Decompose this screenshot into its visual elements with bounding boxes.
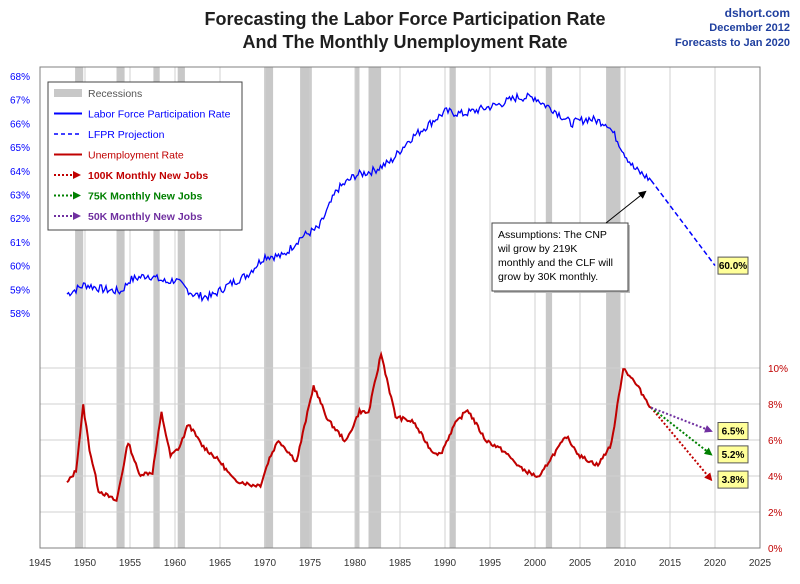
- x-tick-label: 1955: [119, 558, 142, 569]
- x-tick-label: 1960: [164, 558, 187, 569]
- lfpr-tick-label: 63%: [10, 191, 30, 202]
- legend-label-recessions: Recessions: [88, 88, 142, 100]
- legend-label-lfpr_projection: LFPR Projection: [88, 129, 165, 141]
- jobs-50k-end-label: 6.5%: [722, 427, 745, 438]
- x-tick-label: 1965: [209, 558, 232, 569]
- recession-band: [449, 67, 456, 548]
- x-tick-label: 1950: [74, 558, 97, 569]
- x-tick-label: 1975: [299, 558, 322, 569]
- unemployment-tick-label: 6%: [768, 436, 783, 447]
- lfpr-projection-line: [650, 179, 716, 267]
- recession-band: [300, 67, 312, 548]
- x-tick-label: 2000: [524, 558, 547, 569]
- recession-band: [355, 67, 360, 548]
- unemployment-tick-label: 4%: [768, 472, 783, 483]
- forecast-note: Forecasts to Jan 2020: [675, 37, 790, 49]
- x-tick-label: 1985: [389, 558, 412, 569]
- x-tick-label: 2020: [704, 558, 727, 569]
- x-tick-label: 1980: [344, 558, 367, 569]
- chart-title: Forecasting the Labor Force Participatio…: [150, 8, 660, 54]
- legend-label-jobs50k: 50K Monthly New Jobs: [88, 211, 203, 223]
- recession-band: [116, 67, 125, 548]
- assumption-arrow: [605, 190, 647, 224]
- recession-band: [545, 67, 553, 548]
- assumption-text-line: Assumptions: The CNP: [498, 229, 607, 241]
- lfpr-line: [66, 91, 652, 303]
- legend-label-jobs100k: 100K Monthly New Jobs: [88, 170, 208, 182]
- lfpr-tick-label: 60%: [10, 262, 30, 273]
- jobs-50k-projection: [650, 406, 713, 433]
- lfpr-end-label: 60.0%: [719, 261, 747, 272]
- unemployment-line: [66, 350, 652, 502]
- legend-label-unemployment: Unemployment Rate: [88, 150, 184, 162]
- lfpr-tick-label: 61%: [10, 238, 30, 249]
- x-tick-label: 2010: [614, 558, 637, 569]
- assumption-text-line: grow by 30K monthly.: [498, 271, 598, 283]
- title-line-1: Forecasting the Labor Force Participatio…: [204, 9, 606, 29]
- lfpr-tick-label: 68%: [10, 72, 30, 83]
- legend-label-jobs75k: 75K Monthly New Jobs: [88, 191, 203, 203]
- lfpr-end-label-box: [717, 256, 749, 275]
- legend-box: [47, 81, 243, 231]
- source-site: dshort.com: [724, 6, 790, 20]
- jobs-50k-end-label-box: [717, 422, 749, 440]
- x-tick-label: 1970: [254, 558, 277, 569]
- jobs-75k-end-label: 5.2%: [722, 450, 745, 461]
- legend-swatch-recessions: [54, 89, 82, 97]
- lfpr-tick-label: 66%: [10, 119, 30, 130]
- x-tick-label: 1990: [434, 558, 457, 569]
- jobs-100k-end-label-box: [717, 470, 749, 489]
- x-tick-label: 1945: [29, 558, 52, 569]
- recession-band: [264, 67, 274, 548]
- jobs-75k-end-label-box: [717, 445, 749, 464]
- x-tick-label: 2015: [659, 558, 682, 569]
- unemployment-tick-label: 10%: [768, 364, 788, 375]
- unemployment-tick-label: 2%: [768, 508, 783, 519]
- source-block: dshort.com December 2012 Forecasts to Ja…: [675, 6, 790, 51]
- lfpr-tick-label: 59%: [10, 285, 30, 296]
- lfpr-tick-label: 65%: [10, 143, 30, 154]
- x-tick-label: 2025: [749, 558, 772, 569]
- lfpr-tick-label: 67%: [10, 96, 30, 107]
- jobs-75k-projection: [650, 406, 713, 456]
- lfpr-tick-label: 62%: [10, 214, 30, 225]
- recession-band: [177, 67, 185, 548]
- assumption-text-line: monthly and the CLF will: [498, 257, 613, 269]
- lfpr-tick-label: 58%: [10, 309, 30, 320]
- assumption-box: [491, 222, 629, 292]
- source-date: December 2012: [709, 22, 790, 34]
- jobs-100k-end-label: 3.8%: [722, 475, 745, 486]
- recession-band: [368, 67, 382, 548]
- x-tick-label: 2005: [569, 558, 592, 569]
- lfpr-tick-label: 64%: [10, 167, 30, 178]
- unemployment-tick-label: 8%: [768, 400, 783, 411]
- unemployment-tick-label: 0%: [768, 544, 783, 555]
- legend-label-lfpr: Labor Force Participation Rate: [88, 109, 231, 121]
- assumption-text-line: wil grow by 219K: [497, 243, 577, 255]
- x-tick-label: 1995: [479, 558, 502, 569]
- plot-border: [39, 66, 761, 549]
- title-line-2: And The Monthly Unemployment Rate: [242, 32, 568, 52]
- recession-band: [153, 67, 160, 548]
- recession-band: [606, 67, 621, 548]
- recession-band: [75, 67, 84, 548]
